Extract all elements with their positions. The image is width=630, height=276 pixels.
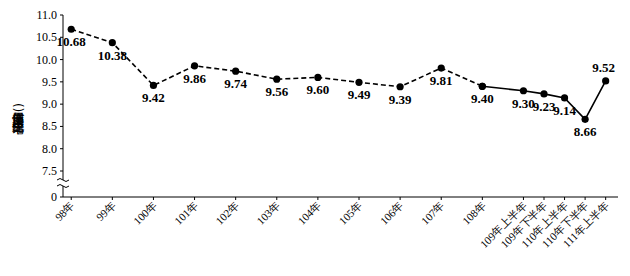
data-label: 8.66	[574, 124, 597, 139]
data-point	[232, 68, 239, 75]
x-tick	[523, 197, 524, 200]
y-tick-label: 7.5	[42, 164, 57, 178]
data-label: 9.86	[183, 71, 206, 86]
data-point	[540, 90, 547, 97]
y-tick	[60, 197, 63, 198]
data-label: 9.60	[307, 82, 330, 97]
x-tick-label: 103年	[254, 199, 282, 227]
x-axis	[63, 197, 618, 198]
data-point	[520, 87, 527, 94]
data-label: 9.81	[430, 73, 453, 88]
data-label: 9.56	[265, 84, 288, 99]
data-label: 9.49	[348, 87, 371, 102]
data-point	[273, 76, 280, 83]
x-tick	[585, 197, 586, 200]
y-tick-label: 9.5	[42, 75, 57, 89]
y-tick	[60, 15, 63, 16]
data-point	[602, 77, 609, 84]
x-tick	[544, 197, 545, 200]
x-tick-label: 102年	[213, 199, 241, 227]
x-tick-label: 104年	[295, 199, 323, 227]
axis-break	[57, 185, 69, 188]
data-label: 9.40	[471, 91, 494, 106]
x-tick	[71, 197, 72, 200]
x-tick	[400, 197, 401, 200]
series-line	[482, 81, 605, 119]
x-tick-label: 101年	[172, 199, 200, 227]
x-tick	[235, 197, 236, 200]
data-label: 9.74	[224, 76, 247, 91]
data-label: 9.14	[553, 103, 576, 118]
x-tick	[482, 197, 483, 200]
y-tick-label: 9.0	[42, 97, 57, 111]
data-label: 9.39	[389, 92, 412, 107]
y-tick-label: 0	[51, 190, 57, 204]
y-tick-label: 10.5	[36, 30, 57, 44]
x-tick	[564, 197, 565, 200]
y-tick-label: 11.0	[36, 8, 57, 22]
y-tick-label: 10.0	[36, 53, 57, 67]
x-tick-label: 111年上半年	[560, 199, 611, 250]
x-tick	[276, 197, 277, 200]
x-tick	[153, 197, 154, 200]
x-tick	[112, 197, 113, 200]
data-point	[68, 26, 75, 33]
data-point	[397, 83, 404, 90]
x-tick	[605, 197, 606, 200]
data-point	[479, 83, 486, 90]
chart: 0 7.5 8.0 8.5 9.0 9.5 10.0 10.5 11.0 低度使用(用電)住宅比率…	[0, 0, 630, 276]
data-point	[582, 116, 589, 123]
data-label: 9.30	[512, 96, 535, 111]
y-tick	[60, 59, 63, 60]
x-tick-label: 106年	[378, 199, 406, 227]
data-point	[355, 79, 362, 86]
data-point	[479, 83, 486, 90]
data-point	[314, 74, 321, 81]
x-tick-label: 99年	[94, 199, 118, 223]
x-tick	[441, 197, 442, 200]
y-tick	[60, 126, 63, 127]
x-tick	[317, 197, 318, 200]
y-tick-label: 8.0	[42, 142, 57, 156]
data-label: 10.68	[57, 34, 87, 49]
x-tick-label: 105年	[336, 199, 364, 227]
x-tick-label: 108年	[460, 199, 488, 227]
x-tick-label: 98年	[53, 199, 77, 223]
data-point	[150, 82, 157, 89]
data-point	[438, 64, 445, 71]
data-point	[109, 39, 116, 46]
y-tick	[60, 81, 63, 82]
data-point	[191, 62, 198, 69]
plot-area	[68, 26, 610, 123]
data-point	[561, 94, 568, 101]
x-tick	[359, 197, 360, 200]
y-tick	[60, 171, 63, 172]
x-tick-label: 100年	[131, 199, 159, 227]
axis-break	[57, 179, 69, 182]
y-tick	[60, 148, 63, 149]
y-tick	[60, 104, 63, 105]
data-label: 9.42	[142, 90, 165, 105]
y-axis-title: 低度使用(用電)住宅比率(%)	[11, 103, 25, 135]
data-label: 9.52	[592, 60, 615, 75]
y-tick-label: 8.5	[42, 119, 57, 133]
x-tick	[194, 197, 195, 200]
series-line	[71, 29, 482, 86]
x-tick-label: 107年	[419, 199, 447, 227]
data-label: 10.38	[98, 48, 128, 63]
